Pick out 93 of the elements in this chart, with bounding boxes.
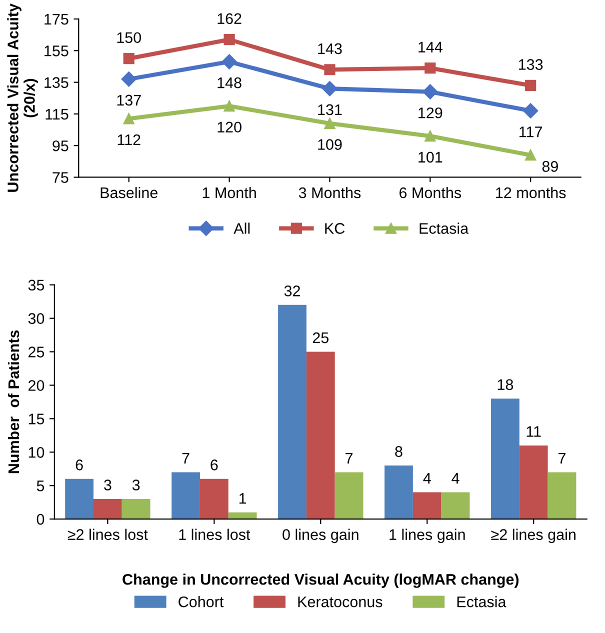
bar (491, 398, 520, 520)
y-axis-title: Number of Patients (8, 330, 20, 474)
point (523, 103, 538, 118)
data-label: 162 (218, 13, 242, 24)
y-tick-label: 175 (44, 14, 68, 25)
data-label: 120 (218, 122, 242, 133)
data-label: 3 (132, 480, 140, 490)
x-tick-label: 12 months (496, 186, 566, 198)
x-tick-label: ≥2 lines gain (491, 528, 576, 544)
y-tick-label: 135 (44, 77, 68, 88)
data-label: 4 (452, 473, 460, 484)
data-label: 1 (239, 493, 246, 504)
x-tick-label: 1 lines lost (179, 528, 250, 540)
y-tick-label: 35 (28, 280, 44, 291)
point (222, 54, 237, 70)
data-label: 143 (318, 43, 342, 54)
data-label: 6 (76, 460, 83, 470)
data-label: 8 (395, 446, 402, 457)
x-tick-label: 1 Month (202, 186, 256, 198)
x-axis-title: Change in Uncorrected Visual Acuity (logMAR change) (122, 574, 519, 588)
data-label: 109 (318, 139, 342, 150)
data-label: 129 (418, 107, 442, 118)
y-tick-label: 75 (52, 172, 68, 183)
bar (519, 445, 548, 520)
bar (278, 304, 306, 520)
legend-label: Ectasia (420, 222, 469, 234)
point (322, 81, 338, 96)
point (324, 118, 336, 129)
data-label: 6 (210, 460, 218, 470)
legend-label: Keratoconus (298, 596, 382, 608)
bar (200, 478, 228, 520)
bar (122, 498, 150, 520)
legend-label: All (234, 222, 250, 234)
y-tick-label: 20 (28, 380, 44, 391)
legend-label: Ectasia (457, 596, 506, 608)
y-tick-label: 15 (28, 414, 44, 424)
bar (172, 472, 200, 520)
bar (548, 472, 576, 520)
point (123, 52, 134, 64)
x-tick-label: 0 lines gain (282, 528, 358, 544)
bar (93, 498, 122, 520)
bar (412, 492, 442, 520)
point (324, 64, 336, 76)
x-tick-label: Baseline (100, 186, 158, 198)
point (424, 130, 436, 142)
legend-label: Cohort (178, 596, 224, 608)
bar (441, 492, 470, 520)
data-label: 7 (346, 452, 353, 464)
x-tick-label: 3 Months (298, 186, 361, 198)
y-tick-label: 5 (36, 480, 44, 492)
point (121, 72, 136, 87)
y-axis-title: Uncorrected Visual Acuity (20/x) (7, 4, 38, 192)
data-label: 112 (118, 134, 140, 146)
data-label: 7 (558, 452, 566, 464)
data-label: 4 (423, 473, 431, 484)
legend-label: KC (325, 223, 345, 234)
data-label: 150 (117, 32, 142, 44)
point (525, 150, 536, 161)
data-label: 133 (519, 59, 543, 70)
y-tick-label: 95 (52, 140, 68, 152)
data-label: 117 (520, 126, 542, 138)
y-tick-label: 115 (46, 108, 68, 120)
data-label: 101 (418, 152, 442, 163)
point (422, 84, 438, 100)
data-label: 32 (284, 286, 300, 296)
data-label: 7 (182, 452, 190, 464)
bar (306, 352, 335, 520)
point (224, 34, 235, 46)
data-label: 3 (104, 480, 112, 490)
bar (228, 512, 257, 520)
bar (384, 466, 413, 520)
point (525, 80, 536, 92)
bar (65, 478, 94, 520)
data-label: 18 (498, 379, 514, 390)
data-label: 137 (117, 94, 141, 106)
y-tick-label: 25 (28, 346, 44, 358)
data-label: 89 (542, 161, 558, 172)
data-label: 131 (318, 104, 342, 116)
point (224, 100, 235, 112)
y-tick-label: 0 (36, 514, 44, 525)
data-label: 11 (526, 426, 541, 437)
y-tick-label: 155 (44, 46, 68, 56)
data-label: 148 (218, 77, 242, 88)
point (123, 113, 134, 124)
data-label: 144 (418, 42, 442, 52)
x-tick-label: 6 Months (400, 186, 462, 198)
y-tick-label: 30 (28, 313, 44, 324)
x-tick-label: 1 lines gain (390, 528, 465, 544)
y-tick-label: 10 (28, 447, 44, 458)
point (424, 62, 436, 74)
data-label: 25 (312, 332, 329, 344)
bar (334, 472, 364, 520)
x-tick-label: ≥2 lines lost (68, 528, 148, 540)
